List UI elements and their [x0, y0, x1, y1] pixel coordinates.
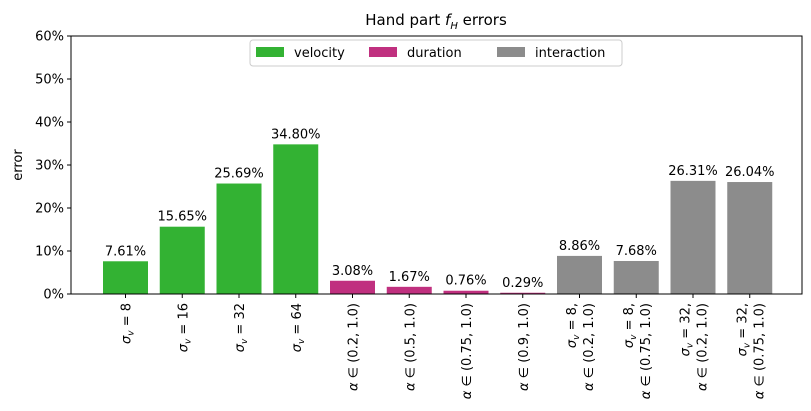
x-tick-label: σv = 32: [233, 303, 250, 352]
svg-text:σv = 16: σv = 16: [176, 303, 193, 352]
bar-value-label: 1.67%: [389, 270, 430, 285]
svg-text:α ∈ (0.2, 1.0): α ∈ (0.2, 1.0): [696, 303, 711, 391]
bar: [500, 292, 546, 294]
y-tick-label: 40%: [35, 116, 64, 131]
y-tick-label: 20%: [35, 202, 64, 217]
y-tick-label: 60%: [35, 30, 64, 45]
svg-text:α ∈ (0.75, 1.0): α ∈ (0.75, 1.0): [639, 303, 654, 399]
svg-text:σv = 8,: σv = 8,: [622, 303, 639, 348]
x-tick-label: σv = 16: [176, 303, 193, 352]
svg-text:α ∈ (0.75, 1.0): α ∈ (0.75, 1.0): [752, 303, 767, 399]
bar-value-label: 0.76%: [445, 274, 486, 289]
bar: [613, 260, 659, 294]
y-tick-label: 0%: [43, 288, 64, 303]
legend-entry: velocity: [294, 46, 345, 61]
svg-text:σv = 32: σv = 32: [233, 303, 250, 352]
bar: [386, 286, 432, 294]
legend-swatch: [497, 47, 525, 57]
bar-value-label: 34.80%: [271, 127, 321, 142]
bar: [727, 182, 773, 294]
svg-text:σv = 8,: σv = 8,: [565, 303, 582, 348]
y-tick-label: 30%: [35, 159, 64, 174]
bar-value-label: 26.04%: [725, 165, 775, 180]
bar-value-label: 15.65%: [157, 210, 207, 225]
legend-box: [249, 39, 623, 67]
bar-value-label: 8.86%: [559, 239, 600, 254]
x-tick-label: α ∈ (0.9, 1.0): [517, 303, 532, 391]
legend-entry: duration: [407, 46, 462, 61]
x-tick-label: α ∈ (0.2, 1.0): [347, 303, 362, 391]
bar: [557, 255, 602, 294]
svg-text:α ∈ (0.9, 1.0): α ∈ (0.9, 1.0): [517, 303, 532, 391]
bar: [670, 180, 716, 294]
y-axis-label: error: [11, 149, 26, 181]
x-tick-label: σv = 8,α ∈ (0.2, 1.0): [565, 303, 597, 391]
svg-text:σv = 64: σv = 64: [290, 303, 307, 352]
svg-text:σv = 32,: σv = 32,: [735, 303, 752, 356]
bar-value-label: 7.68%: [616, 244, 657, 259]
bar: [330, 280, 375, 294]
bar: [443, 290, 489, 294]
bar-value-label: 26.31%: [668, 164, 718, 179]
bar-value-label: 0.29%: [502, 276, 543, 291]
bar: [273, 144, 319, 294]
bar-value-label: 3.08%: [332, 264, 373, 279]
svg-text:α ∈ (0.5, 1.0): α ∈ (0.5, 1.0): [403, 303, 418, 391]
y-tick-label: 10%: [35, 245, 64, 260]
legend-entry: interaction: [535, 46, 605, 61]
svg-text:α ∈ (0.2, 1.0): α ∈ (0.2, 1.0): [347, 303, 362, 391]
x-tick-label: σv = 8,α ∈ (0.75, 1.0): [622, 303, 654, 399]
legend: velocity duration interaction: [249, 39, 623, 67]
x-tick-label: σv = 32,α ∈ (0.2, 1.0): [679, 303, 711, 391]
bar: [103, 261, 148, 294]
bar-value-label: 25.69%: [214, 167, 264, 182]
bar: [159, 226, 205, 294]
bar-value-label: 7.61%: [105, 244, 146, 259]
plot-area: 7.61% 15.65% 25.69% 34.80% 3.08% 1.67% 0.76% 0.…: [35, 30, 803, 399]
svg-text:σv = 8: σv = 8: [120, 303, 137, 344]
chart-title: Hand part fH errors: [365, 11, 507, 32]
svg-text:α ∈ (0.75, 1.0): α ∈ (0.75, 1.0): [460, 303, 475, 399]
svg-text:σv = 32,: σv = 32,: [679, 303, 696, 356]
legend-swatch: [256, 47, 284, 57]
x-tick-label: σv = 64: [290, 303, 307, 352]
x-tick-label: α ∈ (0.75, 1.0): [460, 303, 475, 399]
x-tick-label: σv = 8: [120, 303, 137, 344]
svg-text:α ∈ (0.2, 1.0): α ∈ (0.2, 1.0): [582, 303, 597, 391]
x-tick-label: α ∈ (0.5, 1.0): [403, 303, 418, 391]
bar: [216, 183, 262, 294]
y-tick-label: 50%: [35, 73, 64, 88]
x-tick-label: σv = 32,α ∈ (0.75, 1.0): [735, 303, 767, 399]
legend-swatch: [369, 47, 397, 57]
